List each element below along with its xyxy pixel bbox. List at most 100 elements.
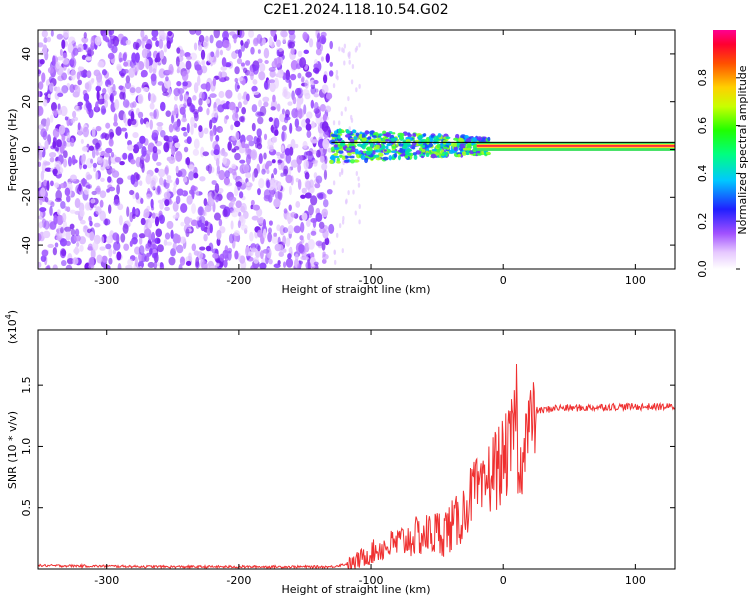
heat-noise-speck: [209, 265, 216, 269]
heat-noise-speck: [116, 251, 122, 261]
heat-noise-speck: [103, 93, 109, 101]
heat-noise-speck: [185, 228, 190, 238]
heat-noise-speck: [185, 260, 192, 266]
heat-noise-speck: [258, 153, 263, 165]
heat-noise-speck: [220, 66, 227, 71]
heat-noise-speck: [38, 161, 42, 167]
heat-noise-speck: [77, 43, 84, 53]
heat-noise-speck: [158, 214, 165, 225]
heat-noise-speck: [113, 241, 121, 251]
heat-fringe-speck: [333, 249, 336, 255]
heat-band-speck: [413, 154, 418, 160]
heat-noise-speck: [207, 163, 212, 175]
heat-noise-speck: [252, 65, 259, 75]
heat-band-speck: [370, 138, 375, 142]
heat-noise-speck: [154, 216, 160, 227]
heat-noise-speck: [259, 262, 267, 269]
x-tick-label: -200: [226, 574, 251, 587]
heat-noise-speck: [300, 221, 305, 233]
heat-noise-speck: [216, 237, 221, 247]
heat-noise-speck: [325, 92, 333, 100]
heat-fringe-speck: [336, 232, 339, 238]
heat-noise-speck: [314, 182, 321, 189]
heat-noise-speck: [315, 48, 322, 56]
heat-noise-speck: [163, 79, 172, 89]
heat-noise-speck: [186, 96, 192, 107]
heat-noise-speck: [216, 229, 222, 240]
colorbar-tick-label: 0.0: [696, 260, 709, 278]
heat-noise-speck: [60, 259, 67, 267]
heat-noise-speck: [239, 255, 246, 264]
heat-noise-speck: [164, 199, 170, 207]
heat-noise-speck: [50, 201, 55, 208]
heat-noise-speck: [245, 93, 250, 102]
heat-noise-speck: [60, 249, 67, 257]
heat-noise-speck: [108, 30, 115, 36]
heat-noise-speck: [192, 148, 200, 156]
heat-noise-speck: [59, 238, 68, 247]
heat-noise-speck: [267, 79, 271, 84]
heat-noise-speck: [139, 135, 146, 144]
heat-noise-speck: [116, 65, 122, 72]
heat-noise-speck: [86, 49, 95, 57]
heat-noise-speck: [150, 198, 154, 209]
heat-noise-speck: [258, 99, 262, 108]
heat-noise-speck: [92, 162, 98, 168]
x-tick-label: -300: [94, 574, 119, 587]
heat-noise-speck: [41, 249, 49, 257]
snr-y-ticks: 0.5 1.0 1.5: [20, 376, 675, 516]
heat-noise-speck: [165, 179, 173, 184]
heat-noise-speck: [240, 202, 247, 213]
heat-noise-speck: [234, 120, 241, 128]
heat-noise-speck: [302, 31, 308, 41]
heat-noise-speck: [304, 171, 310, 180]
heat-noise-speck: [176, 188, 184, 196]
heat-noise-speck: [105, 243, 112, 250]
heat-noise-speck: [322, 138, 330, 150]
heat-noise-speck: [268, 36, 273, 47]
heat-noise-speck: [197, 106, 203, 113]
heat-noise-speck: [107, 39, 113, 49]
heat-noise-speck: [237, 92, 242, 101]
heat-band-speck: [386, 143, 393, 146]
heat-noise-speck: [86, 183, 92, 189]
heat-band-speck: [412, 152, 417, 156]
heat-noise-speck: [63, 150, 68, 159]
heat-noise-speck: [49, 82, 54, 93]
heat-noise-speck: [250, 46, 255, 55]
heat-noise-speck: [54, 242, 59, 248]
heat-noise-speck: [264, 163, 269, 170]
heat-noise-speck: [145, 149, 151, 157]
heat-noise-speck: [305, 123, 312, 131]
heat-noise-speck: [235, 181, 243, 187]
heat-noise-speck: [66, 206, 71, 213]
heat-noise-speck: [52, 264, 58, 269]
heat-band-speck: [330, 133, 336, 138]
heat-noise-speck: [198, 34, 205, 43]
heat-noise-speck: [150, 73, 157, 82]
heat-noise-speck: [184, 94, 189, 100]
heat-noise-speck: [129, 240, 133, 247]
heat-noise-speck: [285, 237, 291, 247]
spectrogram-x-ticks: -300 -200 -100 0 100: [94, 30, 646, 287]
heat-noise-speck: [192, 94, 197, 101]
heat-noise-speck: [172, 214, 178, 219]
heat-noise-speck: [40, 170, 45, 181]
heat-noise-speck: [127, 118, 132, 127]
heat-noise-speck: [218, 71, 223, 80]
heat-noise-speck: [259, 63, 266, 73]
heat-noise-speck: [165, 110, 172, 117]
heat-band-speck: [373, 154, 380, 158]
heat-noise-speck: [285, 257, 294, 268]
heat-noise-speck: [90, 158, 94, 164]
heat-noise-speck: [297, 72, 302, 79]
heat-noise-speck: [256, 137, 261, 143]
heat-noise-speck: [321, 121, 329, 132]
heat-noise-speck: [321, 162, 328, 171]
heat-noise-speck: [294, 143, 299, 149]
heat-noise-speck: [283, 165, 289, 175]
heat-noise-speck: [237, 77, 244, 82]
heat-noise-speck: [233, 36, 237, 44]
heat-noise-speck: [179, 93, 184, 102]
heat-noise-speck: [62, 52, 68, 59]
